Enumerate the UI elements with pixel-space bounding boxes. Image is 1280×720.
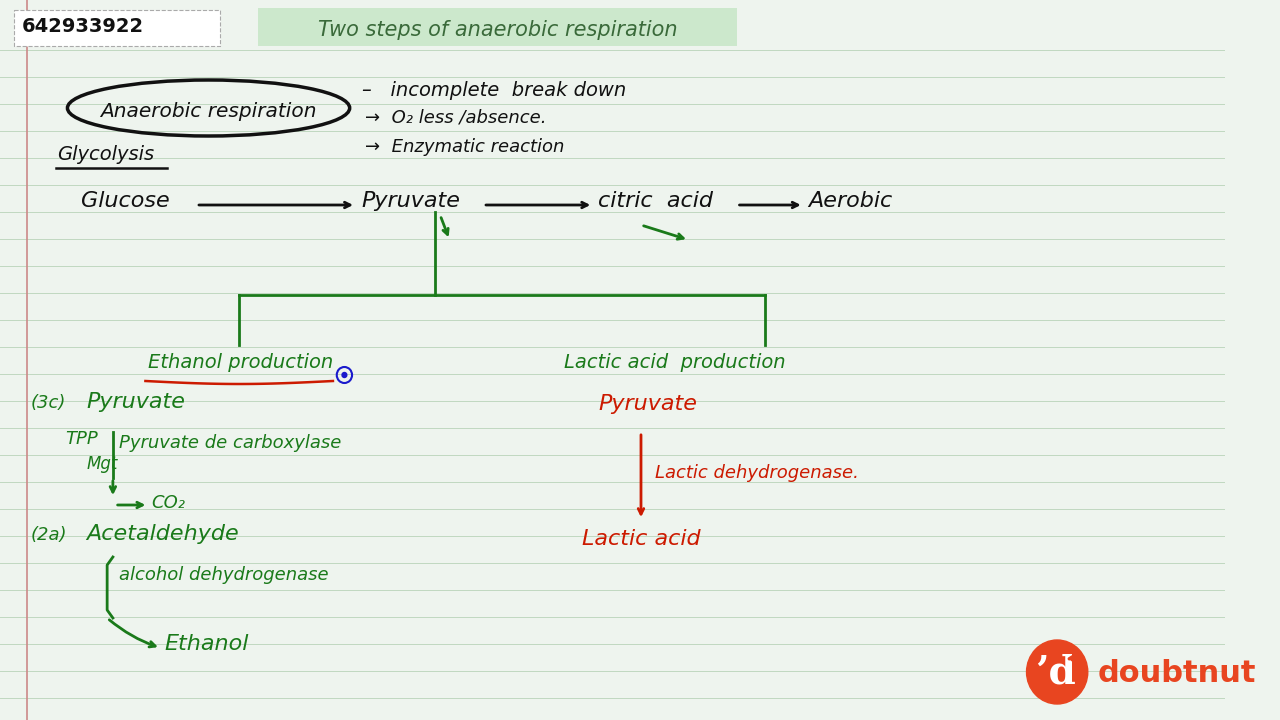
Text: Glycolysis: Glycolysis — [58, 145, 155, 164]
Text: Anaerobic respiration: Anaerobic respiration — [100, 102, 317, 120]
Text: Aerobic: Aerobic — [809, 191, 892, 211]
Text: Ethanol production: Ethanol production — [148, 353, 334, 372]
Text: 642933922: 642933922 — [22, 17, 145, 36]
Text: (3c): (3c) — [31, 394, 67, 412]
Text: Glucose: Glucose — [82, 191, 170, 211]
Text: Pyruvate: Pyruvate — [86, 392, 186, 412]
Text: TPP: TPP — [65, 430, 97, 448]
FancyBboxPatch shape — [259, 8, 737, 46]
Text: –   incomplete  break down: – incomplete break down — [362, 81, 626, 100]
Circle shape — [342, 372, 347, 377]
Text: citric  acid: citric acid — [598, 191, 713, 211]
Text: Acetaldehyde: Acetaldehyde — [86, 524, 239, 544]
Text: Pyruvate: Pyruvate — [362, 191, 461, 211]
Text: alcohol dehydrogenase: alcohol dehydrogenase — [119, 566, 328, 584]
Text: →  O₂ less /absence.: → O₂ less /absence. — [366, 108, 547, 126]
FancyBboxPatch shape — [14, 10, 220, 46]
Text: Lactic dehydrogenase.: Lactic dehydrogenase. — [655, 464, 859, 482]
Text: doubtnut: doubtnut — [1097, 660, 1256, 688]
Text: Mgt: Mgt — [86, 455, 118, 473]
Text: ’d: ’d — [1034, 654, 1075, 692]
Circle shape — [1027, 640, 1088, 704]
Text: Pyruvate: Pyruvate — [598, 394, 696, 414]
Text: Two steps of anaerobic respiration: Two steps of anaerobic respiration — [317, 20, 677, 40]
Text: (2a): (2a) — [31, 526, 67, 544]
Text: CO₂: CO₂ — [151, 494, 186, 512]
Text: Ethanol: Ethanol — [165, 634, 248, 654]
Text: Lactic acid: Lactic acid — [581, 529, 700, 549]
Text: Pyruvate de carboxylase: Pyruvate de carboxylase — [119, 434, 340, 452]
Text: Lactic acid  production: Lactic acid production — [564, 353, 786, 372]
Text: →  Enzymatic reaction: → Enzymatic reaction — [366, 138, 564, 156]
